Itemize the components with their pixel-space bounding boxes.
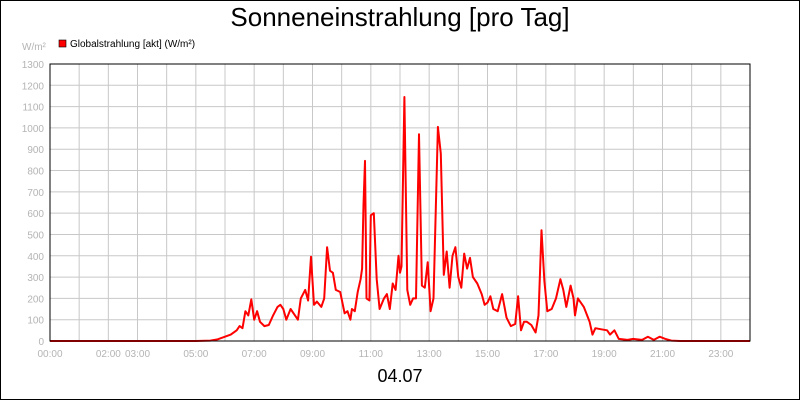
- x-tick-label: 00:00: [37, 349, 62, 360]
- y-tick-label: 200: [27, 294, 44, 305]
- legend-label: Globalstrahlung [akt] (W/m²): [70, 39, 195, 50]
- x-tick-label: 15:00: [475, 349, 500, 360]
- x-tick-label: 17:00: [533, 349, 558, 360]
- legend: Globalstrahlung [akt] (W/m²): [58, 39, 195, 50]
- y-tick-label: 1300: [22, 60, 45, 71]
- x-tick-label: 21:00: [650, 349, 675, 360]
- x-tick-label: 05:00: [183, 349, 208, 360]
- x-axis-date-label: 04.07: [377, 366, 423, 386]
- y-tick-label: 300: [27, 273, 44, 284]
- chart-title: Sonneneinstrahlung [pro Tag]: [230, 2, 570, 32]
- x-tick-label: 11:00: [359, 349, 384, 360]
- plot-border: [49, 63, 751, 342]
- y-tick-label: 600: [27, 209, 44, 220]
- x-tick-label: 03:00: [125, 349, 150, 360]
- y-tick-label: 0: [38, 337, 44, 348]
- x-tick-label: 13:00: [417, 349, 442, 360]
- x-tick-label: 09:00: [300, 349, 325, 360]
- x-tick-label: 23:00: [708, 349, 733, 360]
- series-layer: [50, 96, 750, 342]
- grid-layer: [50, 64, 750, 341]
- legend-swatch: [58, 39, 67, 48]
- x-tick-label: 19:00: [592, 349, 617, 360]
- series-line-globalstrahlung: [50, 96, 750, 342]
- y-tick-label: 800: [27, 167, 44, 178]
- y-tick-label: 100: [27, 316, 44, 327]
- y-tick-label: 700: [27, 188, 44, 199]
- y-tick-label: 900: [27, 145, 44, 156]
- tick-label-layer: 0 100 200 300 400 500 600 700 800 900 1000 1100 1200…: [22, 60, 734, 360]
- y-tick-label: 400: [27, 252, 44, 263]
- x-tick-label: 02:00: [96, 349, 121, 360]
- y-axis-unit-label: W/m²: [22, 42, 47, 53]
- x-tick-label: 07:00: [242, 349, 267, 360]
- y-tick-label: 1000: [22, 124, 45, 135]
- y-tick-label: 1100: [22, 103, 44, 114]
- y-tick-label: 500: [27, 230, 44, 241]
- y-tick-label: 1200: [22, 81, 45, 92]
